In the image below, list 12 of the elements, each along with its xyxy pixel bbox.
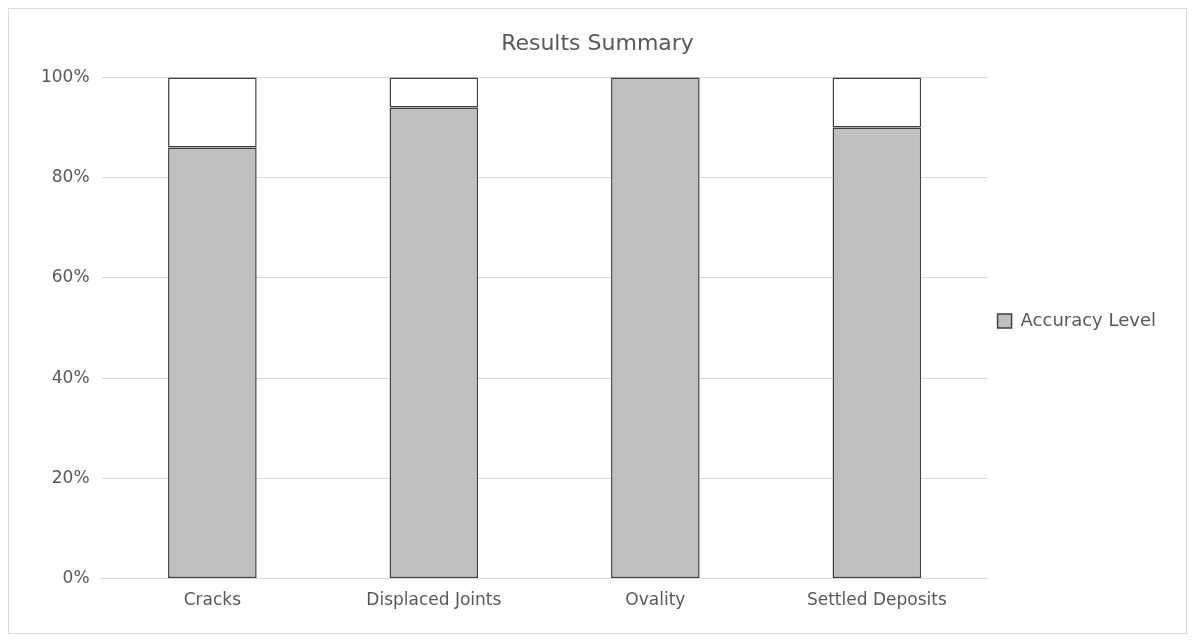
chart-title: Results Summary bbox=[501, 29, 694, 55]
x-tick-label: Settled Deposits bbox=[806, 589, 947, 610]
legend-label: Accuracy Level bbox=[1020, 308, 1157, 330]
y-tick-label: 20% bbox=[51, 466, 90, 487]
x-tick-label: Ovality bbox=[625, 589, 686, 610]
y-tick-label: 0% bbox=[62, 567, 90, 588]
y-tick-label: 40% bbox=[51, 366, 90, 387]
y-tick-label: 80% bbox=[51, 166, 90, 187]
y-tick-label: 100% bbox=[40, 65, 90, 86]
x-tick-label: Displaced Joints bbox=[366, 589, 502, 610]
x-tick-label: Cracks bbox=[183, 589, 242, 610]
y-tick-label: 60% bbox=[51, 266, 90, 287]
